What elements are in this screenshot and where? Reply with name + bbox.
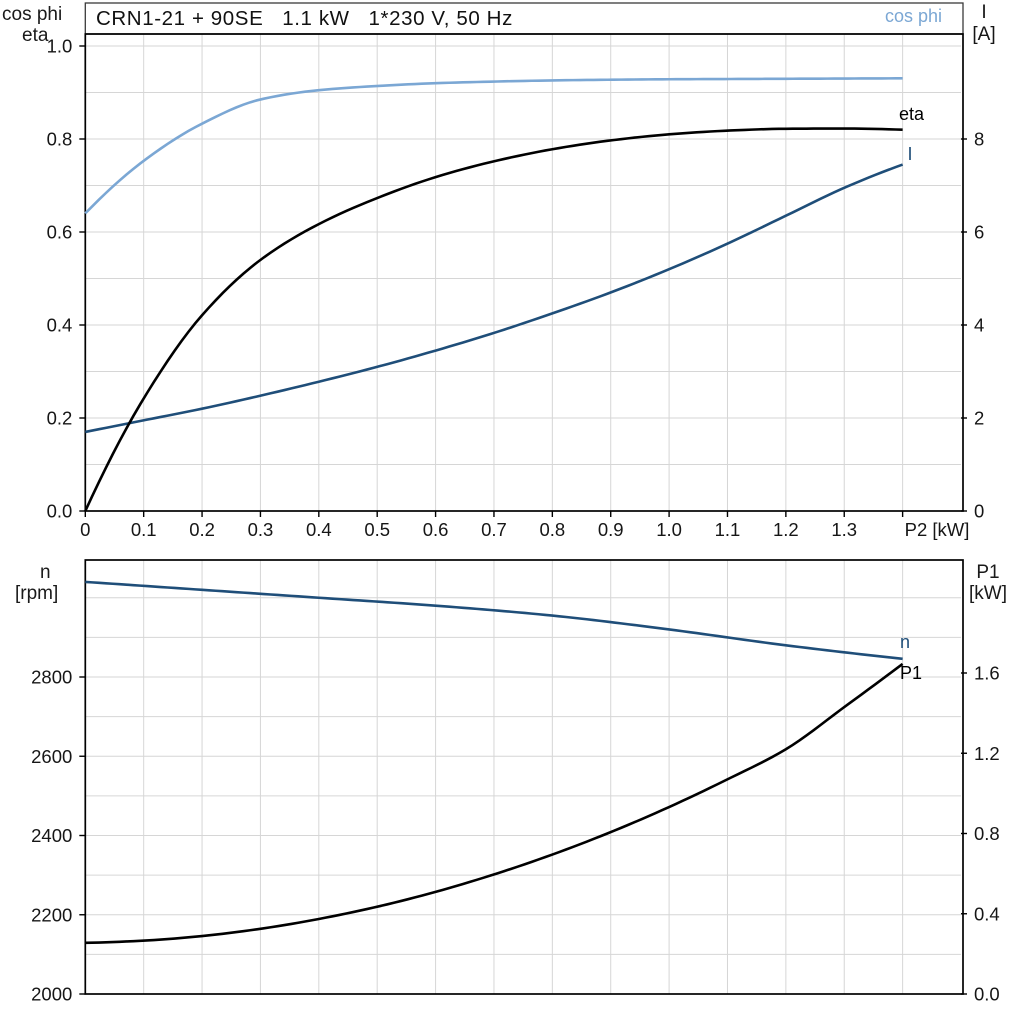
svg-text:n: n	[40, 562, 51, 583]
svg-text:2400: 2400	[31, 825, 72, 846]
svg-text:1.2: 1.2	[974, 743, 1000, 764]
svg-text:2800: 2800	[31, 667, 72, 688]
svg-text:0.1: 0.1	[131, 519, 157, 540]
svg-text:2: 2	[974, 408, 984, 429]
svg-text:8: 8	[974, 129, 984, 150]
svg-text:6: 6	[974, 222, 984, 243]
svg-text:0.0: 0.0	[47, 501, 73, 522]
svg-text:P2 [kW]: P2 [kW]	[905, 519, 970, 540]
svg-text:cos phi: cos phi	[2, 4, 62, 25]
svg-text:0.8: 0.8	[47, 129, 73, 150]
svg-text:1.6: 1.6	[974, 663, 1000, 684]
svg-text:[kW]: [kW]	[969, 583, 1007, 604]
svg-text:cos phi: cos phi	[885, 6, 942, 26]
svg-text:1.3: 1.3	[831, 519, 857, 540]
svg-text:1.1: 1.1	[715, 519, 741, 540]
svg-text:2200: 2200	[31, 904, 72, 925]
svg-text:0.2: 0.2	[189, 519, 215, 540]
svg-text:0.9: 0.9	[598, 519, 624, 540]
svg-text:2600: 2600	[31, 746, 72, 767]
svg-text:0.6: 0.6	[423, 519, 449, 540]
svg-text:0.2: 0.2	[47, 408, 73, 429]
svg-text:0.5: 0.5	[364, 519, 390, 540]
svg-text:[rpm]: [rpm]	[15, 583, 58, 604]
svg-text:I: I	[907, 144, 912, 164]
svg-text:1.0: 1.0	[656, 519, 682, 540]
svg-text:CRN1-21 + 90SE 1.1 kW 1*23: CRN1-21 + 90SE 1.1 kW 1*230 V, 50 Hz	[96, 7, 513, 30]
svg-text:0.8: 0.8	[539, 519, 565, 540]
svg-text:n: n	[900, 632, 910, 652]
svg-text:P1: P1	[976, 562, 999, 583]
svg-text:2000: 2000	[31, 984, 72, 1005]
svg-text:0.7: 0.7	[481, 519, 507, 540]
svg-text:eta: eta	[22, 25, 49, 46]
svg-text:1.0: 1.0	[47, 36, 73, 57]
svg-text:1.2: 1.2	[773, 519, 799, 540]
svg-text:0.4: 0.4	[47, 315, 73, 336]
svg-text:P1: P1	[900, 663, 922, 683]
svg-text:0.0: 0.0	[974, 984, 1000, 1005]
svg-text:0.3: 0.3	[248, 519, 274, 540]
svg-text:0.4: 0.4	[974, 903, 1000, 924]
svg-text:0: 0	[80, 519, 90, 540]
svg-text:eta: eta	[899, 104, 925, 124]
svg-text:I: I	[981, 2, 986, 23]
svg-text:4: 4	[974, 315, 984, 336]
svg-text:[A]: [A]	[972, 24, 995, 45]
svg-text:0: 0	[974, 501, 984, 522]
svg-text:0.6: 0.6	[47, 222, 73, 243]
svg-text:0.8: 0.8	[974, 823, 1000, 844]
svg-text:0.4: 0.4	[306, 519, 332, 540]
